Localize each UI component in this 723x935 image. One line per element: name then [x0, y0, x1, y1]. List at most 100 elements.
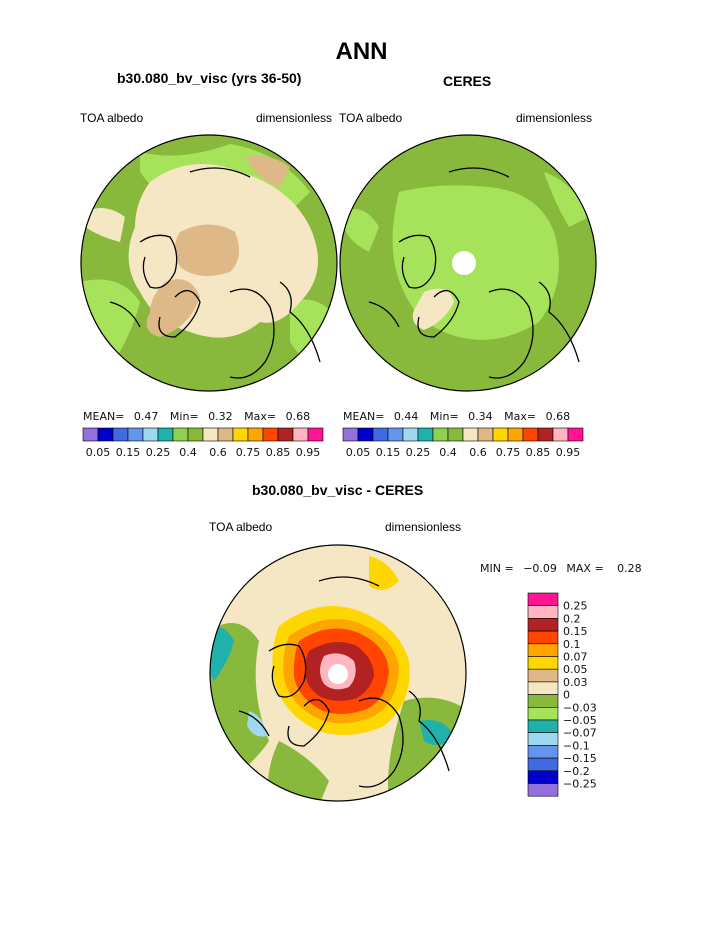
diff-colorbar-tick-label: 0.15	[563, 625, 588, 638]
diff-max-label: MAX =	[566, 562, 604, 575]
left-min-label: Min=	[169, 410, 199, 423]
diff-map-boundary	[209, 544, 467, 802]
right-colorbar-swatch	[552, 427, 569, 442]
diff-colorbar-swatch	[527, 732, 559, 746]
diff-min-value: −0.09	[523, 562, 557, 575]
diff-colorbar-swatch	[527, 719, 559, 733]
diff-panel-units-label: dimensionless	[385, 520, 462, 534]
diff-colorbar-swatch	[527, 643, 559, 657]
left-max-label: Max=	[244, 410, 277, 423]
left-mean-label: MEAN=	[83, 410, 125, 423]
left-colorbar-swatch	[127, 427, 144, 442]
right-colorbar-swatch	[522, 427, 539, 442]
left-colorbar-tick-label: 0.6	[209, 446, 227, 459]
right-colorbar-swatch	[567, 427, 584, 442]
left-colorbar-swatch	[172, 427, 189, 442]
left-min-value: 0.32	[208, 410, 233, 423]
left-colorbar-tick-label: 0.05	[86, 446, 111, 459]
diff-colorbar-tick-label: −0.25	[563, 778, 597, 791]
right-colorbar-swatch	[357, 427, 374, 442]
left-colorbar-swatch	[262, 427, 279, 442]
left-colorbar-swatch	[187, 427, 204, 442]
left-colorbar-tick-label: 0.75	[236, 446, 261, 459]
left-panel-variable-label: TOA albedo	[80, 111, 144, 125]
diff-colorbar-tick-label: −0.03	[563, 701, 597, 714]
diff-colorbar-swatch	[527, 681, 559, 695]
right-colorbar-swatch	[507, 427, 524, 442]
left-colorbar-tick-label: 0.15	[116, 446, 141, 459]
right-colorbar-swatch	[417, 427, 434, 442]
right-map-polar-hole	[452, 251, 476, 275]
right-colorbar-swatch	[477, 427, 494, 442]
right-colorbar-tick-label: 0.05	[346, 446, 371, 459]
right-panel-units-label: dimensionless	[516, 111, 593, 125]
diff-colorbar-swatch	[527, 668, 559, 683]
diff-map-coastlines	[238, 576, 450, 788]
right-map-boundary	[339, 134, 597, 392]
left-colorbar-swatch	[202, 427, 219, 442]
left-colorbar-swatch	[217, 427, 234, 442]
right-max-value: 0.68	[545, 410, 571, 423]
diff-colorbar-tick-label: 0.07	[563, 651, 588, 664]
right-colorbar-tick-label: 0.4	[439, 446, 457, 459]
right-colorbar-swatch	[402, 427, 419, 442]
diff-colorbar-swatch	[527, 630, 559, 645]
right-colorbar-swatch	[492, 427, 509, 442]
diff-colorbar-swatch	[527, 605, 559, 619]
left-map-coastlines	[109, 167, 321, 379]
left-colorbar-swatch	[307, 427, 324, 442]
diff-colorbar-tick-label: −0.05	[563, 714, 597, 727]
left-mean-value: 0.47	[133, 410, 159, 423]
diff-colorbar-tick-label: −0.07	[563, 727, 597, 740]
diff-map-polar-hole	[328, 664, 348, 684]
diff-colorbar-tick-label: 0.1	[563, 638, 581, 651]
right-panel-title: CERES	[443, 73, 492, 89]
diff-max-value: 0.28	[617, 562, 642, 575]
left-max-value: 0.68	[285, 410, 311, 423]
left-colorbar-tick-label: 0.85	[266, 446, 291, 459]
left-colorbar-swatch	[112, 427, 129, 442]
right-colorbar-swatch	[387, 427, 404, 442]
right-colorbar-tick-label: 0.75	[496, 446, 521, 459]
diff-colorbar-tick-label: 0.2	[563, 612, 581, 625]
diff-colorbar: 0.250.20.150.10.070.050.030−0.03−0.05−0.…	[527, 592, 597, 797]
right-colorbar-tick-label: 0.95	[556, 446, 581, 459]
diff-colorbar-swatch	[527, 618, 559, 632]
right-stats: MEAN= 0.44 Min= 0.34 Max= 0.68	[343, 410, 570, 423]
left-colorbar-swatch	[142, 427, 159, 442]
right-colorbar-swatch	[537, 427, 554, 442]
diff-colorbar-swatch	[527, 656, 559, 670]
diff-colorbar-tick-label: −0.1	[563, 739, 590, 752]
left-panel-units-label: dimensionless	[256, 111, 333, 125]
right-colorbar-swatch	[372, 427, 389, 442]
right-colorbar-swatch	[342, 427, 359, 442]
left-stats: MEAN= 0.47 Min= 0.32 Max= 0.68	[83, 410, 310, 423]
right-panel-variable-label: TOA albedo	[339, 111, 403, 125]
right-colorbar-tick-label: 0.15	[376, 446, 401, 459]
right-max-label: Max=	[504, 410, 537, 423]
right-map-coastlines	[368, 167, 580, 379]
diff-panel-variable-label: TOA albedo	[209, 520, 273, 534]
right-colorbar: 0.05 0.15 0.25 0.4 0.6 0.75 0.85 0.95	[342, 427, 584, 459]
right-min-label: Min=	[429, 410, 459, 423]
diff-colorbar-swatch	[527, 745, 559, 759]
right-polar-map	[339, 134, 597, 392]
diff-colorbar-tick-label: 0	[563, 689, 570, 702]
right-colorbar-swatch	[447, 427, 464, 442]
left-colorbar: 0.05 0.15 0.25 0.4 0.6 0.75 0.85 0.95	[82, 427, 324, 459]
diff-colorbar-swatch	[527, 707, 559, 721]
left-colorbar-tick-label: 0.4	[179, 446, 197, 459]
diff-polar-map	[209, 544, 467, 802]
right-colorbar-tick-label: 0.6	[469, 446, 487, 459]
right-min-value: 0.34	[468, 410, 493, 423]
diff-colorbar-swatch	[527, 770, 559, 784]
diff-stats: MIN = −0.09 MAX = 0.28	[480, 562, 642, 575]
left-colorbar-tick-label: 0.25	[146, 446, 171, 459]
diff-colorbar-tick-label: 0.05	[563, 663, 588, 676]
diff-panel-title: b30.080_bv_visc - CERES	[252, 482, 424, 498]
left-colorbar-tick-label: 0.95	[296, 446, 321, 459]
diff-colorbar-swatch	[527, 592, 559, 606]
figure-title: ANN	[335, 38, 388, 65]
diff-colorbar-tick-label: −0.15	[563, 752, 597, 765]
diff-colorbar-tick-label: 0.03	[563, 676, 588, 689]
